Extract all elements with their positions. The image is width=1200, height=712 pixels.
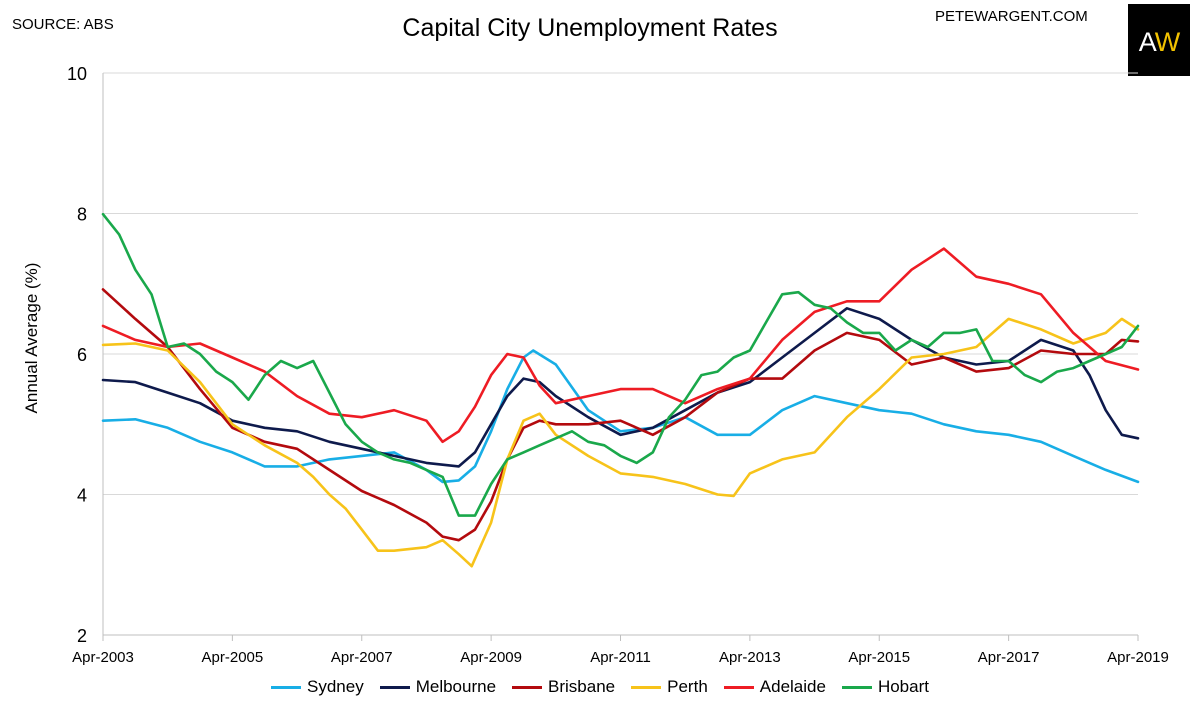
legend-swatch (512, 686, 543, 690)
aw-logo: AW (1128, 4, 1190, 76)
x-tick-label: Apr-2015 (848, 649, 910, 666)
series-line-hobart (101, 212, 1140, 517)
chart-title: Capital City Unemployment Rates (402, 14, 778, 42)
x-tick-label: Apr-2017 (978, 649, 1040, 666)
x-tick-label: Apr-2019 (1107, 649, 1169, 666)
legend-label: Hobart (877, 677, 929, 696)
legend-item-perth: Perth (631, 677, 708, 697)
logo-letter-a: A (1138, 27, 1156, 57)
legend-item-sydney: Sydney (271, 677, 364, 697)
legend-label: Melbourne (415, 677, 497, 696)
y-tick-label: 2 (77, 626, 87, 646)
legend-label: Adelaide (759, 677, 826, 696)
legend-item-melbourne: Melbourne (379, 677, 497, 697)
legend-swatch (271, 686, 301, 690)
legend-item-brisbane: Brisbane (512, 677, 615, 697)
x-tick-label: Apr-2007 (331, 649, 393, 666)
y-tick-label: 8 (77, 205, 87, 225)
legend-label: Brisbane (548, 677, 616, 696)
y-tick-label: 6 (77, 345, 87, 365)
x-tick-label: Apr-2009 (460, 649, 522, 666)
series-line-sydney (101, 349, 1140, 484)
series-line-perth (101, 317, 1140, 568)
y-tick-label: 10 (67, 64, 87, 84)
x-tick-label: Apr-2011 (590, 649, 651, 666)
y-tick-label: 4 (77, 486, 87, 506)
legend-label: Perth (667, 677, 708, 696)
legend-label: Sydney (307, 677, 364, 696)
series-line-melbourne (101, 306, 1140, 468)
legend-swatch (379, 686, 410, 690)
series-line-brisbane (101, 288, 1140, 542)
logo-letter-w: W (1154, 27, 1181, 57)
x-tick-label: Apr-2003 (72, 649, 134, 666)
x-tick-label: Apr-2013 (719, 649, 781, 666)
legend-item-hobart: Hobart (841, 677, 929, 697)
legend: Sydney Melbourne Brisbane Perth Adelaide Hoba… (0, 677, 1200, 697)
legend-item-adelaide: Adelaide (723, 677, 826, 697)
legend-swatch (631, 686, 662, 690)
x-tick-label: Apr-2005 (202, 649, 264, 666)
source-label: SOURCE: ABS (12, 16, 114, 33)
legend-swatch (841, 686, 872, 690)
legend-swatch (723, 686, 754, 690)
series-line-adelaide (101, 247, 1140, 444)
site-name: PETEWARGENT.COM (935, 8, 1088, 25)
